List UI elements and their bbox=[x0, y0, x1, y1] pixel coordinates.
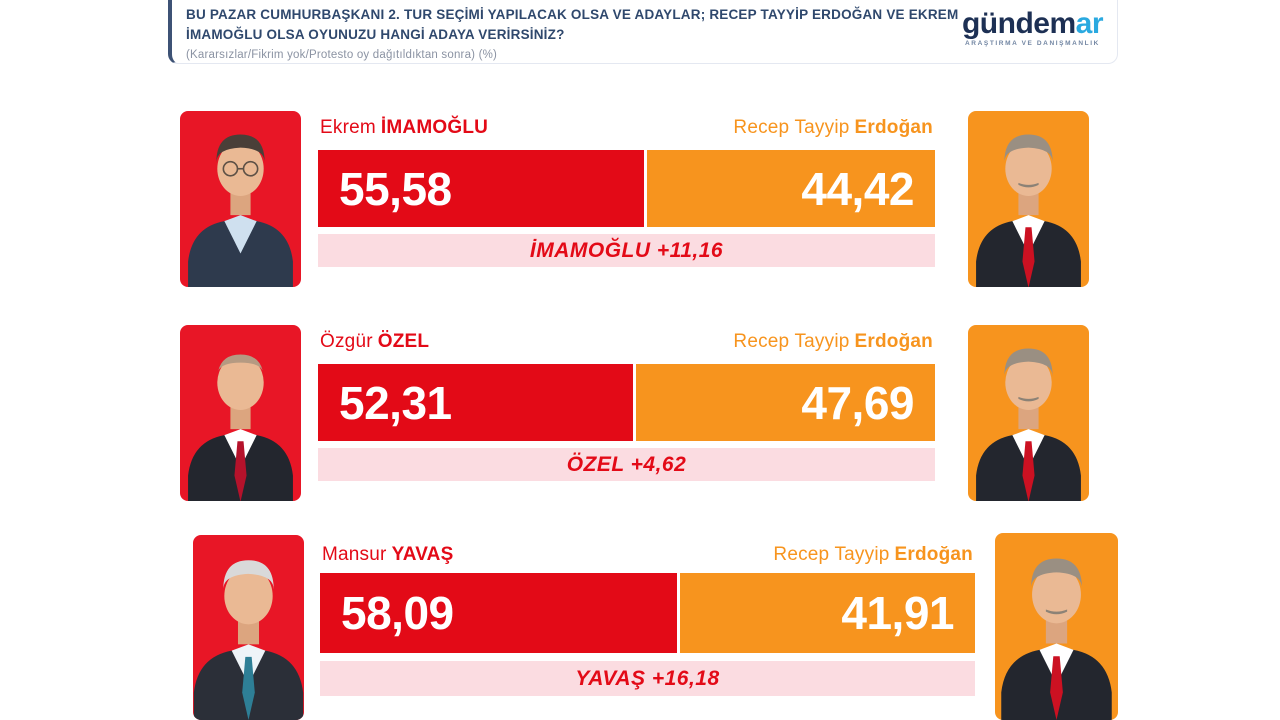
left-candidate-name: Mansur YAVAŞ bbox=[322, 544, 454, 565]
erdogan-portrait-icon bbox=[968, 111, 1089, 287]
question-card: BU PAZAR CUMHURBAŞKANI 2. TUR SEÇİMİ YAP… bbox=[168, 0, 1118, 64]
matchup-row-yavas: Mansur YAVAŞ Recep Tayyip Erdoğan 58,09 41… bbox=[0, 533, 1280, 720]
poll-question: BU PAZAR CUMHURBAŞKANI 2. TUR SEÇİMİ YAP… bbox=[186, 7, 959, 43]
right-candidate-name: Recep Tayyip Erdoğan bbox=[733, 331, 933, 352]
candidate-names: Mansur YAVAŞ Recep Tayyip Erdoğan bbox=[322, 544, 973, 566]
candidate-names: Ekrem İMAMOĞLU Recep Tayyip Erdoğan bbox=[320, 117, 933, 139]
result-bars: 58,09 41,91 bbox=[320, 573, 975, 653]
candidate-photo-erdogan bbox=[968, 111, 1089, 287]
left-candidate-name: Özgür ÖZEL bbox=[320, 331, 430, 352]
matchup-row-ozel: Özgür ÖZEL Recep Tayyip Erdoğan 52,31 47,6… bbox=[0, 325, 1280, 525]
yavas-portrait-icon bbox=[193, 535, 304, 720]
candidate-photo-erdogan bbox=[995, 533, 1118, 720]
difference-bar: YAVAŞ +16,18 bbox=[320, 661, 975, 696]
right-value: 41,91 bbox=[841, 587, 954, 639]
result-bars: 55,58 44,42 bbox=[318, 150, 935, 227]
right-result-bar: 44,42 bbox=[647, 150, 935, 227]
poll-note: (Kararsızlar/Fikrim yok/Protesto oy dağı… bbox=[186, 48, 498, 61]
difference-label: YAVAŞ +16,18 bbox=[575, 666, 720, 690]
left-value: 58,09 bbox=[341, 587, 454, 639]
difference-label: İMAMOĞLU +11,16 bbox=[529, 238, 724, 262]
difference-bar: ÖZEL +4,62 bbox=[318, 448, 935, 481]
candidate-photo-imamoglu bbox=[180, 111, 301, 287]
right-candidate-name: Recep Tayyip Erdoğan bbox=[733, 117, 933, 138]
right-candidate-name: Recep Tayyip Erdoğan bbox=[773, 544, 973, 565]
left-value: 52,31 bbox=[339, 376, 452, 429]
matchup-row-imamoglu: Ekrem İMAMOĞLU Recep Tayyip Erdoğan 55,58 … bbox=[0, 111, 1280, 311]
left-value: 55,58 bbox=[339, 162, 452, 215]
result-bars: 52,31 47,69 bbox=[318, 364, 935, 441]
difference-label: ÖZEL +4,62 bbox=[566, 452, 687, 476]
left-result-bar: 55,58 bbox=[318, 150, 645, 227]
erdogan-portrait-icon bbox=[968, 325, 1089, 501]
right-result-bar: 47,69 bbox=[636, 364, 935, 441]
right-value: 44,42 bbox=[801, 162, 914, 215]
candidate-photo-ozel bbox=[180, 325, 301, 501]
logo-tagline: ARAŞTIRMA VE DANIŞMANLIK bbox=[965, 40, 1100, 47]
ozel-portrait-icon bbox=[180, 325, 301, 501]
candidate-photo-erdogan bbox=[968, 325, 1089, 501]
right-result-bar: 41,91 bbox=[680, 573, 975, 653]
logo-wordmark: gündemar bbox=[961, 7, 1104, 40]
erdogan-portrait-icon bbox=[995, 533, 1118, 720]
left-result-bar: 58,09 bbox=[320, 573, 678, 653]
difference-bar: İMAMOĞLU +11,16 bbox=[318, 234, 935, 267]
imamoglu-portrait-icon bbox=[180, 111, 301, 287]
right-value: 47,69 bbox=[801, 376, 914, 429]
gundemar-logo: gündemar ARAŞTIRMA VE DANIŞMANLIK bbox=[961, 7, 1104, 48]
left-candidate-name: Ekrem İMAMOĞLU bbox=[320, 117, 489, 138]
left-result-bar: 52,31 bbox=[318, 364, 634, 441]
candidate-photo-yavas bbox=[193, 535, 304, 720]
candidate-names: Özgür ÖZEL Recep Tayyip Erdoğan bbox=[320, 331, 933, 353]
